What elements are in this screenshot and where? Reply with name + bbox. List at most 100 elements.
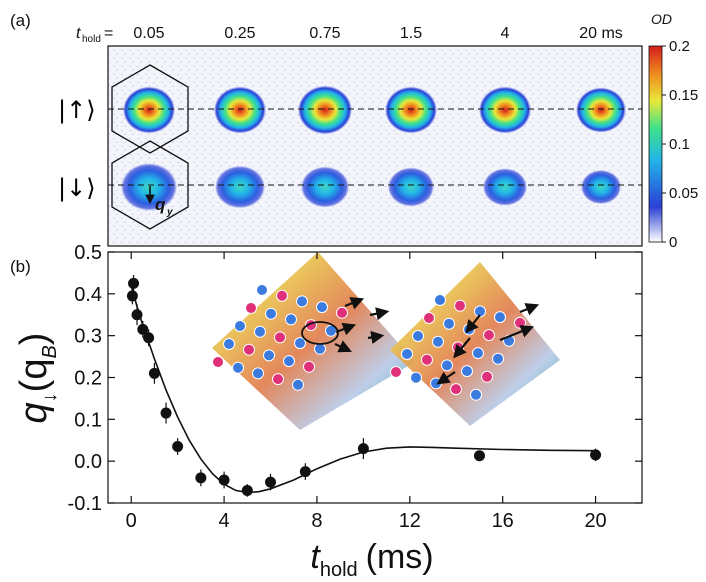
- spin-up-atom: [243, 343, 255, 356]
- data-point: [126, 290, 138, 302]
- absorption-image-frame: [107, 45, 643, 247]
- spin-up-cloud: [576, 87, 626, 133]
- y-tick-label: 0.5: [74, 242, 102, 264]
- spin-up-atom: [303, 360, 315, 373]
- spin-down-atom: [316, 301, 328, 314]
- thold-subscript: hold: [82, 34, 101, 45]
- spin-up-cloud: [214, 86, 266, 134]
- spin-up-atom: [454, 299, 466, 312]
- fit-curve: [130, 285, 596, 494]
- colorbar-title: OD: [651, 11, 672, 27]
- data-point: [265, 476, 277, 488]
- spin-down-cloud: [215, 165, 265, 209]
- x-tick-label: 20: [584, 510, 606, 532]
- spin-down-atom: [232, 361, 244, 374]
- x-tick-label: 0: [126, 510, 137, 532]
- atom-clouds: [121, 85, 626, 211]
- brillouin-zone-down: [111, 140, 189, 230]
- data-point: [143, 332, 155, 344]
- spin-down-atom: [283, 355, 295, 368]
- colorbar-ticks: 0.2 0.15 0.1 0.05 0: [662, 38, 698, 251]
- spin-down-atom: [470, 388, 482, 401]
- spin-up-cloud: [385, 86, 437, 134]
- spin-down-atom: [432, 335, 444, 348]
- spin-up-atom: [514, 316, 526, 329]
- spin-down-atom: [443, 317, 455, 330]
- brillouin-zone-up: [111, 64, 189, 154]
- time-label: 1.5: [400, 25, 422, 42]
- spin-down-cloud: [301, 166, 349, 208]
- spin-down-atom: [294, 337, 306, 350]
- pair-highlight-circle: [301, 321, 339, 345]
- time-label: 4: [501, 25, 510, 42]
- time-label: 0.25: [224, 25, 255, 42]
- panel-b-label: (b): [10, 257, 31, 276]
- spin-down-atom: [401, 348, 413, 360]
- spin-up-atom: [423, 312, 435, 324]
- lattice-illustration-left: [212, 252, 415, 430]
- time-labels: 0.05 0.25 0.75 1.5 4 20 ms: [133, 25, 622, 42]
- spin-down-label: |↓⟩: [58, 174, 96, 202]
- momentum-arrow: [453, 337, 471, 359]
- spin-down-atom: [234, 320, 246, 332]
- spin-down-atom: [252, 367, 264, 380]
- momentum-arrow: [436, 371, 456, 385]
- spin-down-atom: [263, 349, 275, 362]
- time-label: 0.05: [133, 25, 164, 42]
- x-tick-label: 4: [219, 510, 230, 532]
- y-tick-label: -0.1: [68, 493, 102, 515]
- ylabel-unit-sub: B: [39, 345, 61, 358]
- data-point: [299, 466, 311, 478]
- spin-down-atom: [430, 377, 442, 390]
- data-point: [241, 484, 253, 496]
- spin-down-atom: [256, 284, 268, 296]
- spin-down-cloud: [388, 167, 434, 207]
- ylabel-sub: ↓: [39, 392, 61, 402]
- spin-down-atom: [474, 305, 486, 318]
- spin-down-cloud: [581, 170, 621, 204]
- spin-up-cloud: [298, 85, 352, 135]
- data-point: [218, 474, 230, 486]
- momentum-arrow: [367, 330, 385, 344]
- momentum-arrow: [369, 307, 390, 321]
- spin-up-atom: [483, 329, 495, 342]
- spin-up-atom: [481, 370, 493, 383]
- momentum-arrow: [499, 325, 535, 342]
- x-tick-label: 16: [492, 510, 514, 532]
- spin-down-atom: [410, 371, 422, 384]
- colorbar-tick-label: 0.05: [669, 185, 698, 202]
- spin-up-atom: [450, 383, 462, 396]
- spin-up-atom: [245, 302, 257, 314]
- ylabel-main: q: [13, 402, 55, 423]
- momentum-arrow: [344, 297, 365, 310]
- spin-up-atom: [274, 331, 286, 344]
- y-tick-label: 0.1: [74, 409, 102, 431]
- spin-up-atom: [336, 306, 348, 319]
- spin-down-atom: [412, 330, 424, 342]
- spin-down-atom: [492, 352, 504, 365]
- colorbar-tick-label: 0.1: [669, 136, 690, 153]
- y-tick-label: 0.0: [74, 451, 102, 473]
- data-point: [590, 449, 602, 461]
- momentum-arrow: [519, 303, 540, 316]
- spin-up-cloud: [123, 86, 175, 134]
- lattice-surface: [212, 252, 415, 430]
- spin-up-atom: [276, 289, 288, 302]
- spin-down-atom: [265, 307, 277, 320]
- y-tick-label: 0.4: [74, 284, 102, 306]
- colorbar-tick-label: 0.2: [669, 38, 690, 55]
- ylabel-close: ): [13, 333, 55, 346]
- thold-symbol: t: [76, 25, 81, 42]
- q-subscript: y: [166, 207, 173, 218]
- spin-up-cloud: [479, 86, 531, 134]
- y-tick-label: 0.3: [74, 326, 102, 348]
- data-point: [473, 450, 485, 462]
- data-point: [131, 309, 143, 321]
- spin-down-atom: [434, 294, 446, 306]
- data-point: [357, 443, 369, 455]
- data-point: [160, 407, 172, 419]
- spin-down-atom: [314, 342, 326, 355]
- spin-up-atom: [421, 353, 433, 366]
- thold-equals: =: [104, 25, 113, 42]
